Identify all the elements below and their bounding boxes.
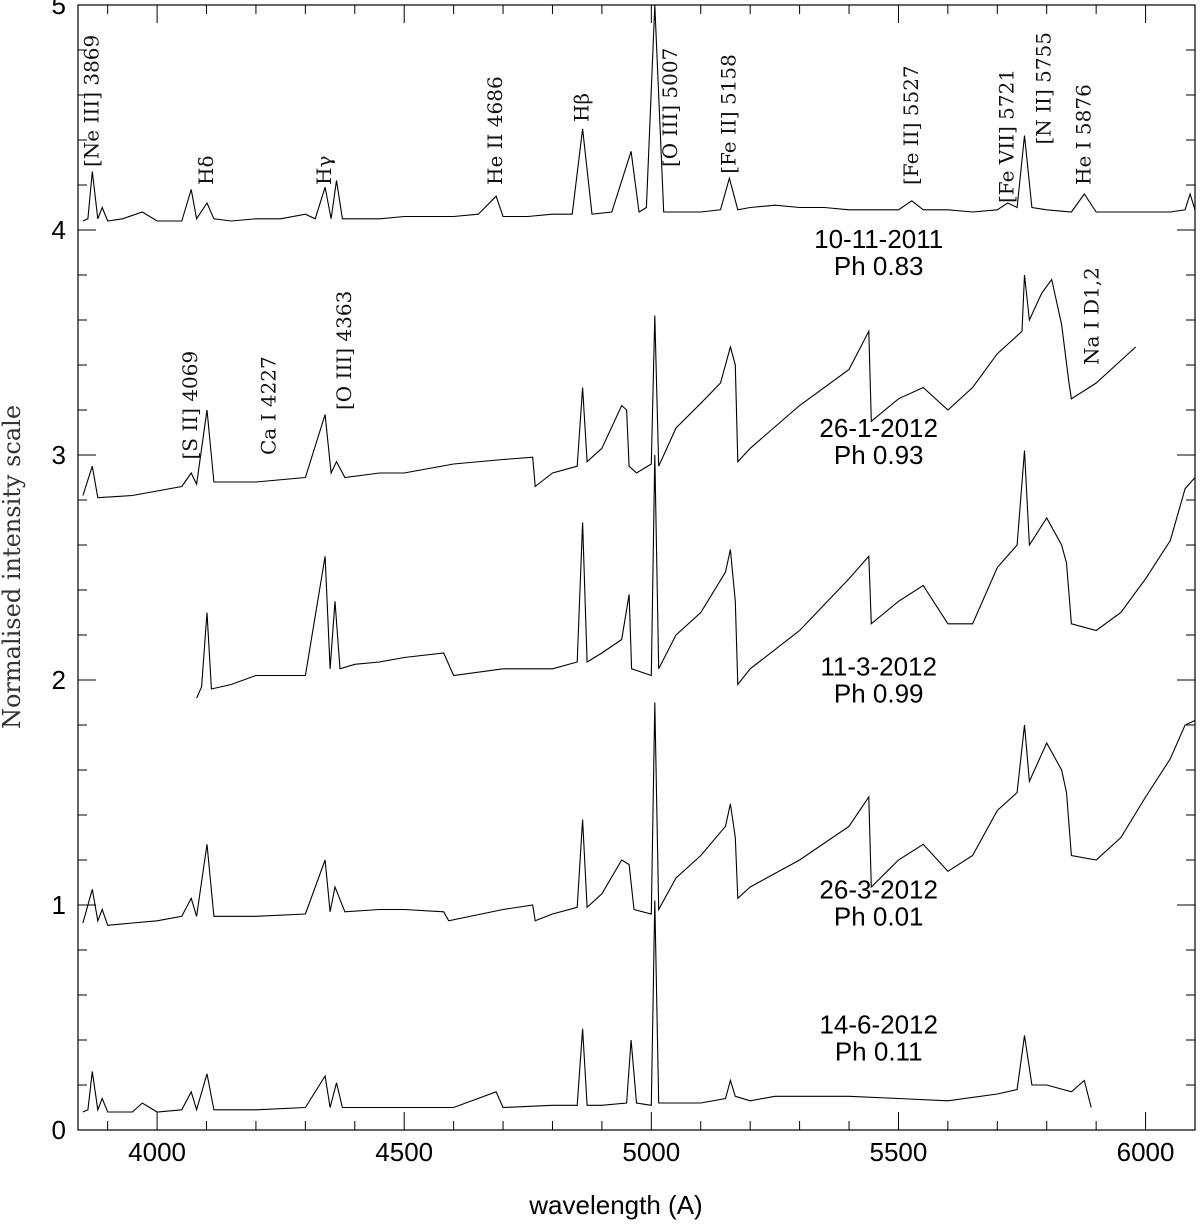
epoch-phase-label: Ph 0.01 — [834, 901, 924, 931]
x-tick-labels: 4000 4500 5000 5500 6000 — [128, 1137, 1174, 1167]
emission-line-label: He II 4686 — [483, 76, 507, 185]
emission-line-labels: [Ne III] 3869 Hδ Hγ He II 4686 Hβ [O III] 500… — [79, 32, 1103, 460]
spectrum-line-5 — [82, 900, 1092, 1113]
emission-line-label: Hγ — [312, 156, 336, 185]
spectrum-line-1 — [82, 4, 1196, 222]
x-axis-title: wavelength (A) — [528, 1190, 702, 1220]
y-tick-labels: 0 1 2 3 4 5 — [52, 0, 66, 1145]
spectrum-line-2 — [82, 274, 1137, 499]
axis-ticks — [78, 4, 1196, 1131]
y-tick-label: 2 — [52, 665, 66, 695]
epoch-date-label: 26-1-2012 — [819, 413, 938, 443]
spectrum-line-4 — [82, 702, 1196, 926]
epoch-date-label: 10-11-2011 — [814, 224, 943, 254]
x-tick-label: 4000 — [128, 1137, 186, 1167]
emission-line-label: [S II] 4069 — [178, 351, 202, 460]
epoch-phase-label: Ph 0.83 — [834, 251, 924, 281]
emission-line-label: [N II] 5755 — [1031, 32, 1055, 145]
epoch-date-label: 26-3-2012 — [819, 874, 938, 904]
plot-frame — [77, 4, 1196, 1131]
epoch-phase-label: Ph 0.11 — [835, 1036, 923, 1066]
emission-line-label: [Fe II] 5527 — [899, 65, 923, 185]
emission-line-label: [Fe II] 5158 — [716, 54, 740, 174]
emission-line-label: Hβ — [570, 93, 594, 122]
y-tick-label: 3 — [52, 440, 66, 470]
emission-line-label: [Fe VII] 5721 — [995, 69, 1019, 203]
emission-line-label: Ca I 4227 — [256, 356, 280, 455]
epoch-date-label: 14-6-2012 — [819, 1009, 938, 1039]
y-tick-label: 5 — [52, 0, 66, 20]
epoch-date-label: 11-3-2012 — [820, 652, 937, 682]
y-tick-label: 0 — [52, 1115, 66, 1145]
epoch-phase-label: Ph 0.99 — [834, 679, 924, 709]
emission-line-label: Hδ — [194, 156, 218, 185]
emission-line-label: [O III] 5007 — [658, 48, 682, 167]
spectrum-line-3 — [196, 450, 1196, 699]
emission-line-label: He I 5876 — [1071, 84, 1095, 185]
x-tick-label: 5000 — [622, 1137, 680, 1167]
x-tick-label: 5500 — [870, 1137, 928, 1167]
x-tick-label: 4500 — [375, 1137, 433, 1167]
emission-line-label: [O III] 4363 — [332, 291, 356, 410]
emission-line-label: [Ne III] 3869 — [79, 35, 103, 167]
x-tick-label: 6000 — [1117, 1137, 1175, 1167]
spectra-series-group — [82, 4, 1196, 1113]
y-axis-title: Normalised intensity scale — [0, 405, 26, 729]
y-tick-label: 1 — [52, 890, 66, 920]
y-tick-label: 4 — [52, 215, 66, 245]
emission-line-label: Na I D1,2 — [1080, 267, 1104, 365]
epoch-phase-label: Ph 0.93 — [834, 440, 924, 470]
